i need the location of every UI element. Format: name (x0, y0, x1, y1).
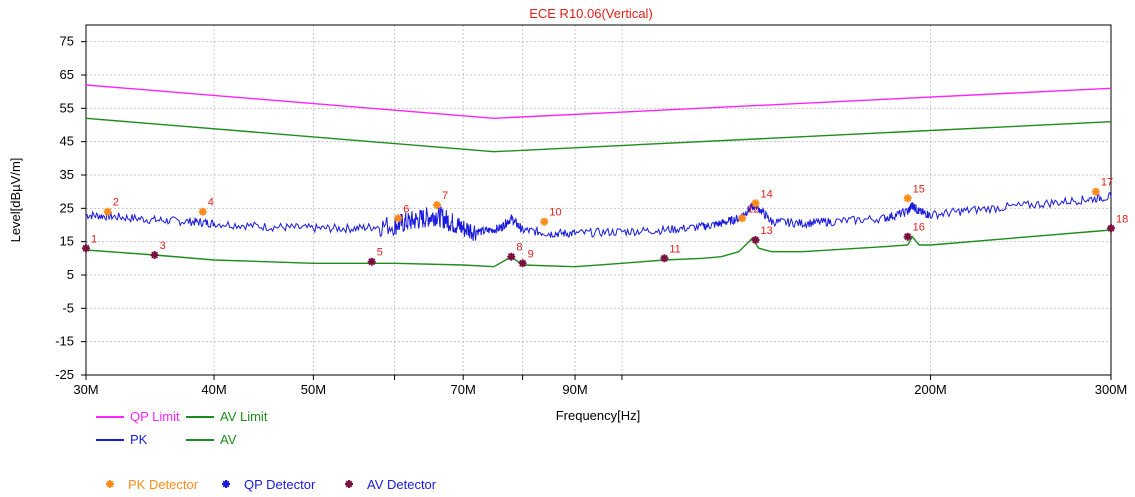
y-tick-label: -5 (62, 300, 74, 315)
marker-pk-detector (1091, 187, 1100, 196)
marker-pk-detector (540, 217, 549, 226)
marker-label: 15 (913, 183, 925, 195)
y-tick-label: -15 (55, 334, 74, 349)
marker-label: 16 (913, 222, 925, 234)
marker-label: 7 (442, 190, 448, 202)
y-tick-label: 55 (60, 100, 74, 115)
series-av (85, 229, 1112, 268)
x-axis-label: Frequency[Hz] (556, 408, 641, 423)
legend-detector-swatch (345, 480, 353, 488)
y-tick-label: 75 (60, 34, 74, 49)
y-tick-label: 15 (60, 234, 74, 249)
legend-detector-label: AV Detector (367, 477, 437, 492)
marker-pk-detector (198, 207, 207, 216)
marker-av-detector (367, 257, 376, 266)
marker-label: 11 (669, 243, 680, 255)
marker-pk-detector (751, 199, 760, 208)
marker-label: 1 (91, 233, 97, 245)
series-pk (85, 192, 1112, 241)
marker-av-detector (518, 259, 527, 268)
grid (85, 25, 1112, 376)
marker-label: 5 (377, 247, 383, 259)
y-tick-label: -25 (55, 367, 74, 382)
legend-line-label: AV Limit (220, 409, 268, 424)
y-tick-label: 65 (60, 67, 74, 82)
legend-detector-label: QP Detector (244, 477, 316, 492)
x-tick-label: 90M (562, 382, 587, 397)
legend-detector-swatch (222, 480, 230, 488)
legend-line-label: AV (220, 432, 237, 447)
marker-av-detector (1107, 224, 1115, 233)
marker-label: 3 (160, 240, 166, 252)
legend-line-label: QP Limit (130, 409, 180, 424)
marker-av-detector (751, 236, 760, 244)
y-tick-label: 25 (60, 200, 74, 215)
y-tick-label: 45 (60, 134, 74, 149)
marker-label: 14 (761, 188, 773, 200)
marker-av-detector (150, 251, 159, 259)
marker-label: 17 (1101, 177, 1113, 189)
series-av-limit (85, 117, 1112, 153)
x-tick-labels: 30M 40M 50M 70M 90M 200M 300M (73, 375, 1127, 397)
marker-pk-detector (738, 214, 747, 223)
legend-detector-swatch (106, 480, 114, 488)
marker-pk-detector (103, 207, 112, 216)
marker-pk-detector (433, 201, 441, 209)
marker-label: 18 (1116, 213, 1128, 225)
y-tick-labels: 75 65 55 45 35 25 15 5 -5 -15 -25 (55, 34, 86, 382)
x-tick-label: 40M (201, 382, 226, 397)
marker-label: 9 (528, 248, 534, 260)
y-tick-label: 35 (60, 167, 74, 182)
marker-av-detector (903, 232, 912, 241)
y-tick-label: 5 (67, 267, 74, 282)
x-tick-label: 70M (451, 382, 476, 397)
x-tick-label: 200M (914, 382, 947, 397)
series-qp-limit (85, 84, 1112, 120)
marker-pk-detector (903, 194, 912, 203)
x-tick-label: 50M (301, 382, 326, 397)
marker-pk-detector (394, 214, 403, 223)
marker-av-detector (82, 244, 90, 253)
marker-label: 4 (208, 197, 214, 209)
marker-label: 2 (113, 197, 119, 209)
series-layer (85, 84, 1112, 268)
marker-label: 13 (761, 225, 773, 237)
marker-label: 10 (549, 207, 561, 219)
chart-title: ECE R10.06(Vertical) (529, 6, 653, 21)
x-tick-label: 30M (73, 382, 98, 397)
plot-area (85, 24, 1112, 376)
marker-label: 6 (403, 203, 409, 215)
legend-detector-label: PK Detector (128, 477, 199, 492)
x-tick-label: 300M (1095, 382, 1128, 397)
y-axis-label: Level[dBµV/m] (8, 158, 23, 243)
marker-label: 8 (516, 242, 522, 254)
legend: QP Limit AV Limit PK AV PK Detector QP Detect… (96, 409, 437, 492)
marker-av-detector (507, 252, 516, 261)
marker-av-detector (660, 254, 669, 263)
legend-line-label: PK (130, 432, 148, 447)
